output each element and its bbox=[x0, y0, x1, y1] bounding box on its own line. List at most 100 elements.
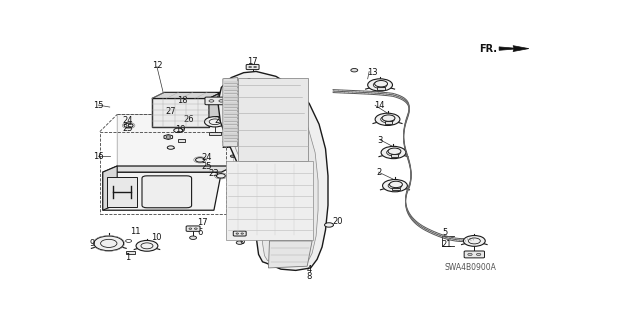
Polygon shape bbox=[108, 177, 137, 206]
Polygon shape bbox=[224, 95, 237, 97]
FancyBboxPatch shape bbox=[246, 64, 259, 70]
Text: 20: 20 bbox=[332, 217, 342, 226]
Polygon shape bbox=[218, 71, 328, 271]
Polygon shape bbox=[224, 136, 237, 138]
Circle shape bbox=[94, 236, 124, 251]
Circle shape bbox=[253, 66, 257, 68]
Text: 12: 12 bbox=[152, 61, 163, 70]
Polygon shape bbox=[227, 161, 313, 240]
Circle shape bbox=[209, 100, 214, 102]
Text: 6: 6 bbox=[240, 237, 245, 246]
Text: 6: 6 bbox=[245, 78, 250, 87]
Circle shape bbox=[241, 233, 243, 234]
Polygon shape bbox=[225, 81, 318, 266]
Polygon shape bbox=[224, 92, 237, 93]
Text: 27: 27 bbox=[165, 108, 176, 116]
Text: 5: 5 bbox=[442, 228, 447, 237]
Text: SWA4B0900A: SWA4B0900A bbox=[445, 263, 497, 272]
Bar bbox=[178, 139, 185, 142]
Text: 26: 26 bbox=[183, 115, 194, 124]
Circle shape bbox=[367, 79, 392, 91]
Text: 2: 2 bbox=[214, 116, 219, 125]
Circle shape bbox=[196, 158, 205, 162]
Text: 25: 25 bbox=[122, 124, 132, 133]
Circle shape bbox=[124, 123, 133, 128]
Text: 16: 16 bbox=[93, 152, 104, 161]
FancyBboxPatch shape bbox=[142, 176, 191, 208]
Text: 10: 10 bbox=[151, 233, 161, 242]
Polygon shape bbox=[224, 130, 237, 131]
Polygon shape bbox=[224, 126, 237, 128]
Circle shape bbox=[351, 69, 358, 72]
Polygon shape bbox=[152, 92, 221, 99]
Polygon shape bbox=[224, 140, 237, 141]
Circle shape bbox=[195, 228, 197, 229]
Circle shape bbox=[324, 223, 333, 227]
Text: 19: 19 bbox=[175, 125, 186, 134]
Polygon shape bbox=[237, 78, 308, 161]
Polygon shape bbox=[224, 88, 237, 90]
Text: 14: 14 bbox=[374, 101, 384, 110]
Text: 15: 15 bbox=[93, 100, 104, 110]
Polygon shape bbox=[152, 99, 209, 127]
Circle shape bbox=[390, 181, 403, 188]
Circle shape bbox=[383, 180, 407, 192]
Text: 13: 13 bbox=[367, 68, 378, 77]
Text: FR.: FR. bbox=[479, 44, 497, 54]
Text: 17: 17 bbox=[247, 57, 258, 66]
Bar bbox=[385, 121, 392, 124]
Polygon shape bbox=[223, 78, 237, 146]
Circle shape bbox=[249, 66, 252, 68]
Text: 24: 24 bbox=[201, 153, 212, 162]
Polygon shape bbox=[499, 46, 529, 52]
Polygon shape bbox=[209, 92, 221, 127]
Circle shape bbox=[136, 241, 158, 251]
Circle shape bbox=[468, 253, 472, 256]
Polygon shape bbox=[224, 119, 237, 121]
FancyBboxPatch shape bbox=[205, 97, 228, 105]
Circle shape bbox=[250, 86, 257, 89]
Text: 3: 3 bbox=[378, 136, 383, 145]
Circle shape bbox=[236, 233, 239, 234]
Bar bbox=[390, 154, 398, 157]
Polygon shape bbox=[224, 133, 237, 135]
Text: 7: 7 bbox=[214, 92, 220, 101]
Bar bbox=[392, 188, 400, 190]
FancyBboxPatch shape bbox=[464, 251, 484, 258]
Text: 2: 2 bbox=[376, 168, 382, 177]
Text: 8: 8 bbox=[307, 272, 312, 281]
Polygon shape bbox=[117, 115, 234, 204]
Circle shape bbox=[381, 146, 406, 159]
Circle shape bbox=[189, 228, 192, 229]
Text: 24: 24 bbox=[122, 116, 132, 125]
Circle shape bbox=[476, 253, 481, 256]
Circle shape bbox=[375, 113, 400, 125]
Circle shape bbox=[219, 100, 224, 102]
Circle shape bbox=[230, 155, 236, 157]
Text: 11: 11 bbox=[129, 226, 140, 236]
Text: 18: 18 bbox=[177, 96, 188, 105]
Bar bbox=[209, 132, 221, 135]
Polygon shape bbox=[224, 116, 237, 117]
Text: 17: 17 bbox=[198, 218, 208, 227]
Polygon shape bbox=[224, 112, 237, 114]
Bar bbox=[125, 251, 134, 255]
Polygon shape bbox=[224, 102, 237, 104]
FancyBboxPatch shape bbox=[233, 231, 246, 236]
Circle shape bbox=[216, 174, 225, 178]
Polygon shape bbox=[224, 105, 237, 107]
Polygon shape bbox=[164, 135, 173, 139]
Polygon shape bbox=[224, 99, 237, 100]
Polygon shape bbox=[103, 172, 221, 210]
Text: 22: 22 bbox=[221, 141, 232, 150]
FancyBboxPatch shape bbox=[186, 226, 200, 231]
Bar bbox=[377, 87, 385, 90]
Polygon shape bbox=[224, 81, 237, 83]
Text: 17: 17 bbox=[244, 226, 254, 236]
Text: 9: 9 bbox=[90, 239, 95, 249]
Circle shape bbox=[167, 146, 174, 149]
Text: 25: 25 bbox=[201, 161, 212, 171]
Circle shape bbox=[463, 235, 485, 246]
Circle shape bbox=[374, 80, 388, 87]
Circle shape bbox=[205, 117, 225, 127]
